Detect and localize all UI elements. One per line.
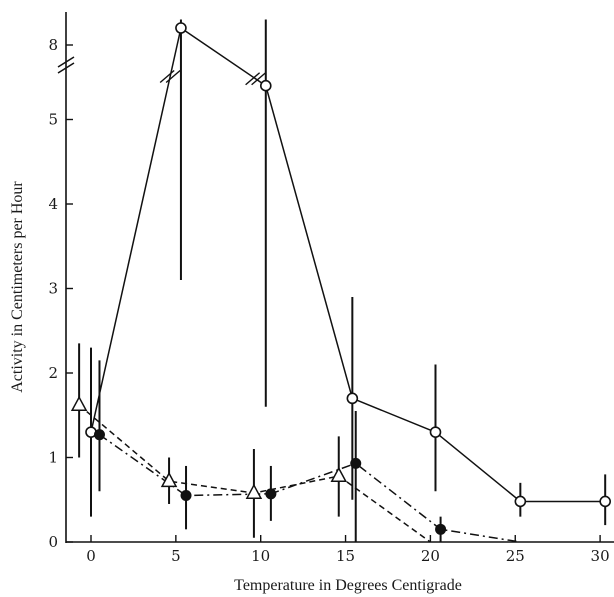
series-line (99, 434, 521, 543)
data-point-filled-circle (265, 488, 277, 500)
series-line-segment (435, 431, 521, 503)
data-point-filled-circle (180, 490, 192, 502)
series-break-mark (251, 72, 267, 86)
data-point-open-triangle (330, 466, 348, 483)
series-line-segment (90, 27, 182, 433)
series-line-segment (352, 397, 436, 433)
data-point-filled-circle (93, 429, 105, 441)
y-tick-label: 0 (48, 533, 58, 551)
data-point-open-triangle (160, 471, 178, 488)
data-point-open-circle (175, 22, 187, 34)
x-tick-label: 25 (506, 547, 525, 565)
x-tick-label: 5 (171, 547, 181, 565)
y-tick-label: 2 (48, 364, 58, 382)
axes: 0 1 2 3 4 5 8 0 5 10 15 20 25 30 (48, 12, 614, 565)
x-axis-title: Temperature in Degrees Centigrade (234, 577, 462, 594)
series-line-segment (265, 85, 354, 399)
x-tick-label: 10 (251, 547, 270, 565)
data-point-open-circle (346, 392, 359, 405)
data-point-filled-circle (435, 523, 447, 535)
x-tick-label: 0 (86, 547, 96, 565)
y-axis-break-mark (57, 62, 75, 74)
series-layer (70, 19, 611, 543)
data-point-open-circle (259, 79, 272, 92)
x-tick-label: 15 (336, 547, 355, 565)
data-point-open-circle (429, 426, 442, 438)
y-tick-label: 5 (48, 111, 58, 129)
x-tick-label: 20 (421, 547, 440, 565)
y-tick-label: 1 (48, 449, 58, 467)
series-break-mark (245, 72, 261, 86)
y-tick-label: 3 (48, 280, 58, 298)
data-point-open-triangle (245, 483, 263, 499)
x-tick-label: 30 (591, 547, 610, 565)
y-axis-title: Activity in Centimeters per Hour (9, 181, 26, 393)
series-3 (70, 343, 431, 543)
series-2 (93, 360, 521, 543)
y-axis-break-mark (57, 56, 75, 68)
y-tick-label: 8 (48, 36, 58, 54)
data-point-filled-circle (350, 457, 362, 469)
series-line-segment (180, 27, 267, 87)
data-point-open-circle (514, 495, 527, 508)
data-point-open-triangle (70, 395, 88, 412)
y-tick-label: 4 (48, 195, 58, 213)
data-point-open-circle (599, 495, 611, 508)
series-break-mark (165, 69, 181, 84)
series-1 (85, 19, 611, 526)
series-break-mark (159, 69, 175, 84)
